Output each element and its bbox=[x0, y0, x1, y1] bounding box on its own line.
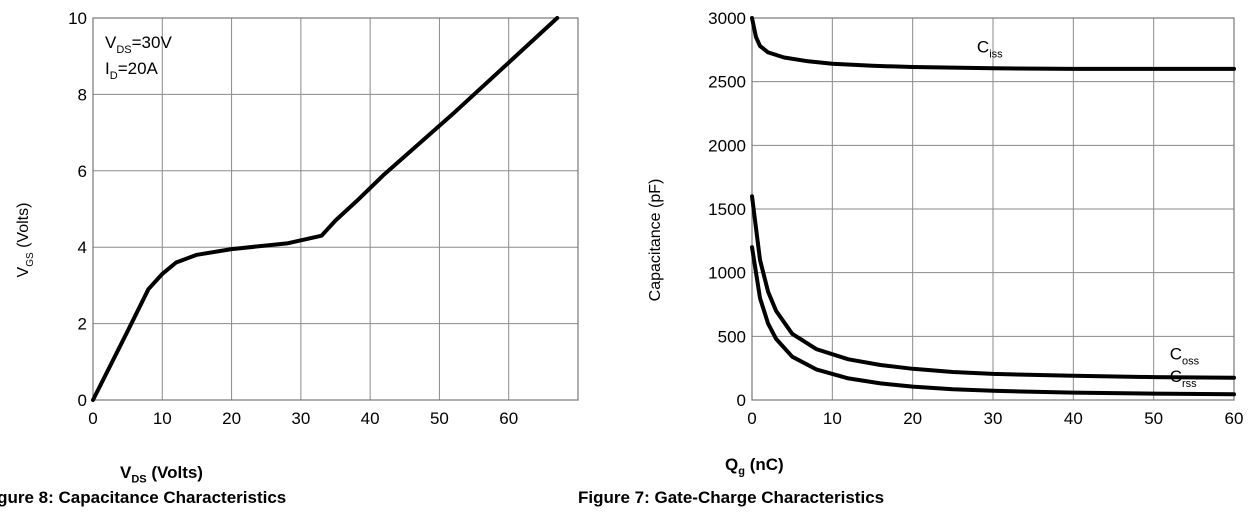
capacitance-y-tick-label: 2000 bbox=[0, 191, 12, 210]
capacitance-main-series-label-ciss: Ciss bbox=[977, 37, 1003, 60]
capacitance-main-x-tick-label: 30 bbox=[984, 409, 1003, 428]
capacitance-main-x-tick-label: 50 bbox=[1144, 409, 1163, 428]
capacitance-x-tick-label: 50 bbox=[344, 409, 363, 428]
capacitance-main-series-coss bbox=[750, 194, 1236, 380]
gate-charge-y-tick-label: 4 bbox=[78, 238, 87, 257]
capacitance-main-x-tick-label: 60 bbox=[1225, 409, 1244, 428]
gate-charge-xlabel: Qg (nC) bbox=[725, 455, 784, 478]
capacitance-main-series-label-crss: Crss bbox=[1170, 367, 1197, 390]
gate-charge-x-tick-label: 60 bbox=[499, 409, 518, 428]
capacitance-main-series-label-coss: Coss bbox=[1170, 344, 1200, 367]
capacitance-y-tick-label: 1000 bbox=[0, 291, 12, 310]
gate-charge-y-tick-label: 10 bbox=[68, 9, 87, 28]
capacitance-main-y-tick-label: 1000 bbox=[708, 264, 746, 283]
capacitance-main-y-tick-label: 3000 bbox=[708, 9, 746, 28]
capacitance-main-y-tick-label: 1500 bbox=[708, 200, 746, 219]
capacitance-y-tick-label: 1500 bbox=[0, 241, 12, 260]
capacitance-y-tick-label: 0 bbox=[3, 391, 12, 410]
capacitance-main-y-tick-label: 500 bbox=[718, 327, 746, 346]
capacitance-main-y-tick-label: 2500 bbox=[708, 73, 746, 92]
capacitance-xlabel: VDS (Volts) bbox=[120, 463, 203, 486]
capacitance-main-series-crss bbox=[750, 245, 1236, 397]
capacitance-main-x-tick-label: 20 bbox=[903, 409, 922, 428]
gate-charge-caption: Figure 7: Gate-Charge Characteristics bbox=[578, 488, 885, 507]
gate-charge-annotation-1: ID=20A bbox=[105, 59, 159, 82]
gate-charge-series-line0 bbox=[91, 16, 560, 402]
capacitance-y-tick-label: 500 bbox=[0, 341, 12, 360]
capacitance-caption: Figure 8: Capacitance Characteristics bbox=[0, 488, 287, 507]
gate-charge-y-tick-label: 0 bbox=[78, 391, 87, 410]
gate-charge-x-tick-label: 50 bbox=[430, 409, 449, 428]
capacitance-main-y-tick-label: 0 bbox=[737, 391, 746, 410]
gate-charge-y-tick-label: 2 bbox=[78, 315, 87, 334]
capacitance-y-tick-label: 2500 bbox=[0, 141, 12, 160]
capacitance-main-x-tick-label: 0 bbox=[747, 409, 756, 428]
gate-charge-x-tick-label: 40 bbox=[361, 409, 380, 428]
gate-charge-x-tick-label: 0 bbox=[88, 409, 97, 428]
capacitance-main-x-tick-label: 40 bbox=[1064, 409, 1083, 428]
gate-charge-y-tick-label: 8 bbox=[78, 85, 87, 104]
gate-charge-annotation-0: VDS=30V bbox=[105, 33, 172, 56]
capacitance-y-tick-label: 3000 bbox=[0, 91, 12, 110]
gate-charge-y-tick-label: 6 bbox=[78, 162, 87, 181]
gate-charge-x-tick-label: 30 bbox=[291, 409, 310, 428]
capacitance-main-chart: 0 10 20 30 40 50 60 0 500 1000 1500 2000 2500 3000 Cis… bbox=[647, 9, 1243, 428]
capacitance-main-series-ciss bbox=[750, 16, 1236, 71]
gate-charge-plot-frame bbox=[92, 17, 579, 401]
capacitance-main-y-tick-label: 2000 bbox=[708, 136, 746, 155]
capacitance-ylabel: Capacitance (pF) bbox=[647, 179, 664, 302]
gate-charge-ylabel: VGS (Volts) bbox=[15, 203, 36, 278]
capacitance-x-tick-label: 0 bbox=[13, 409, 22, 428]
gate-charge-x-tick-label: 20 bbox=[222, 409, 241, 428]
capacitance-x-tick-label: 60 bbox=[411, 409, 430, 428]
capacitance-main-x-tick-label: 10 bbox=[823, 409, 842, 428]
gate-charge-x-tick-label: 10 bbox=[153, 409, 172, 428]
